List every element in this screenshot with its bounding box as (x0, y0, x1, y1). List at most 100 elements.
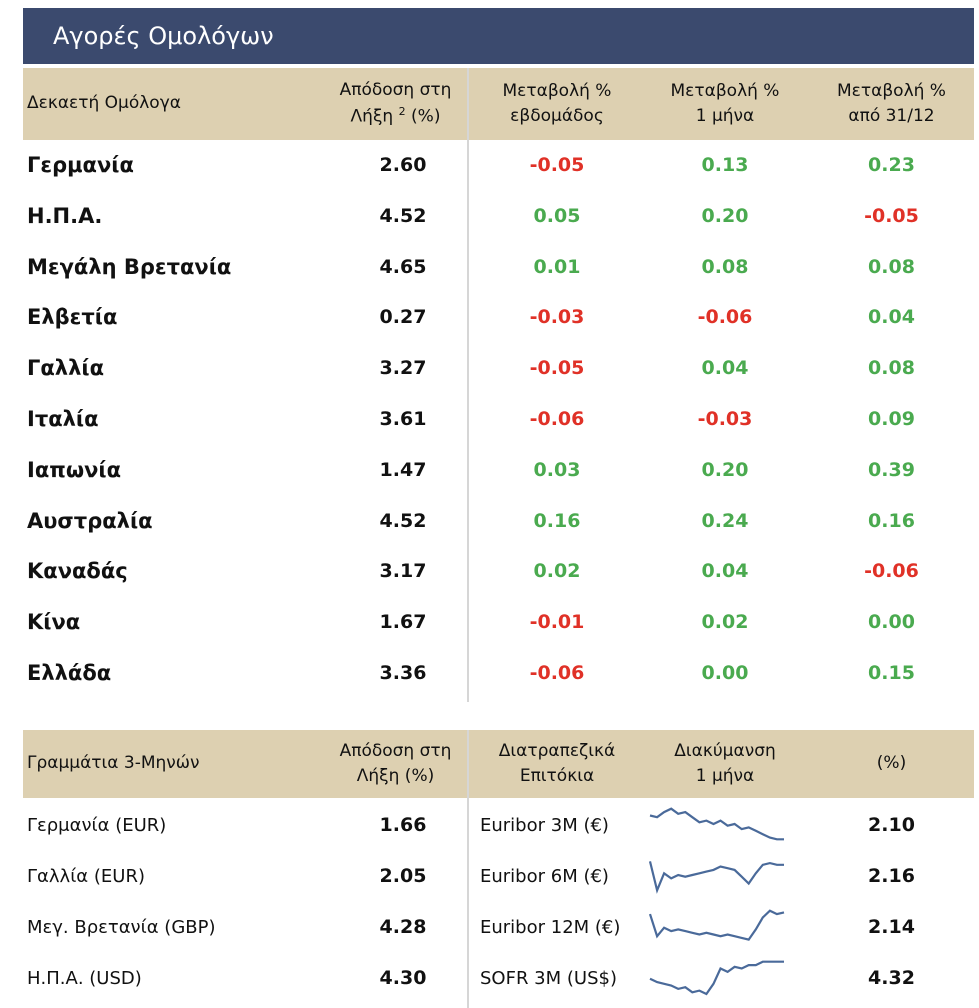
bonds-header-yield-maturity: Λήξη (350, 106, 394, 127)
bond-country: Ελβετία (27, 305, 118, 330)
bonds-header-ytd: Μεταβολή % από 31/12 (809, 68, 974, 140)
bonds-header-week-line1: Μεταβολή % (502, 80, 612, 101)
interbank-rate-name: Euribor 12M (€) (480, 916, 621, 938)
bond-yield: 4.52 (379, 204, 427, 227)
bonds-header-yield-unit: (%) (411, 106, 441, 127)
sparkline-series (649, 960, 784, 996)
bond-ytd-change: 0.16 (868, 509, 915, 532)
bond-week-change: -0.06 (529, 662, 585, 684)
bills-header: Γραμμάτια 3-Μηνών Απόδοση στη Λήξη (%) Δ… (23, 730, 974, 798)
bond-month-change: 0.13 (701, 154, 749, 176)
table-row: Αυστραλία 4.52 0.16 0.24 0.16 (23, 496, 974, 546)
bill-name: Η.Π.Α. (USD) (27, 967, 142, 989)
bond-ytd-change: -0.06 (864, 560, 919, 583)
bond-week-change: 0.16 (533, 509, 581, 532)
page-title: Αγορές Ομολόγων (23, 8, 974, 64)
bond-yield: 3.61 (379, 408, 427, 430)
bonds-header-month: Μεταβολή % 1 μήνα (641, 68, 809, 140)
table-row: Ιαπωνία 1.47 0.03 0.20 0.39 (23, 445, 974, 495)
bonds-header: Δεκαετή Ομόλογα Απόδοση στη Λήξη 2 (%) Μ… (23, 68, 974, 140)
bill-name: Γερμανία (EUR) (27, 814, 167, 836)
table-row: Γερμανία 2.60 -0.05 0.13 0.23 (23, 140, 974, 190)
bond-week-change: -0.06 (529, 408, 585, 430)
bills-header-yield-line2: Λήξη (%) (356, 766, 435, 786)
bond-month-change: 0.20 (701, 458, 749, 481)
table-row: Ελβετία 0.27 -0.03 -0.06 0.04 (23, 292, 974, 342)
bond-week-change: 0.02 (533, 560, 581, 583)
bond-month-change: -0.03 (697, 408, 753, 430)
interbank-rate-name: SOFR 3M (US$) (480, 967, 617, 989)
bond-yield: 3.17 (379, 560, 427, 583)
bonds-header-month-line2: 1 μήνα (695, 106, 755, 126)
bond-month-change: 0.00 (701, 662, 749, 684)
bonds-header-yield: Απόδοση στη Λήξη 2 (%) (308, 68, 483, 140)
sparkline-series (648, 861, 784, 894)
bond-ytd-change: 0.39 (868, 458, 915, 481)
bill-name: Μεγ. Βρετανία (GBP) (27, 916, 216, 938)
bills-header-fluctuation-line1: Διακύμανση (674, 740, 776, 761)
table-row: Ελλάδα 3.36 -0.06 0.00 0.15 (23, 648, 974, 698)
interbank-rate-value: 2.14 (868, 916, 915, 938)
bond-month-change: 0.08 (701, 255, 749, 278)
bond-yield: 0.27 (379, 306, 427, 329)
bond-country: Κίνα (27, 610, 81, 635)
table-row: Η.Π.Α. (USD) 4.30 SOFR 3M (US$) 4.32 (23, 953, 974, 1003)
bonds-header-week: Μεταβολή % εβδομάδος (473, 68, 641, 140)
bond-month-change: 0.04 (701, 560, 749, 583)
bond-country: Αυστραλία (27, 508, 153, 533)
sparkline-series (648, 909, 785, 941)
bills-header-yield: Απόδοση στη Λήξη (%) (308, 730, 483, 798)
bonds-header-col1: Δεκαετή Ομόλογα (27, 93, 181, 114)
interbank-rate-value: 2.10 (868, 814, 915, 836)
table-row: Κίνα 1.67 -0.01 0.02 0.00 (23, 597, 974, 647)
bond-ytd-change: 0.04 (868, 306, 915, 329)
sparkline-chart (649, 960, 784, 996)
sparkline-chart (648, 909, 785, 941)
bond-week-change: -0.05 (529, 357, 585, 380)
bond-yield: 3.27 (379, 357, 427, 380)
bonds-header-month-line1: Μεταβολή % (670, 80, 780, 101)
bond-month-change: -0.06 (697, 306, 753, 329)
bills-header-interbank-line2: Επιτόκια (519, 766, 595, 786)
table-row: Γαλλία 3.27 -0.05 0.04 0.08 (23, 343, 974, 393)
bond-country: Μεγάλη Βρετανία (27, 254, 232, 279)
bills-column-divider (467, 730, 469, 1008)
bond-ytd-change: 0.15 (868, 662, 915, 684)
interbank-rate-name: Euribor 3M (€) (480, 814, 609, 836)
table-row: Γαλλία (EUR) 2.05 Euribor 6M (€) 2.16 (23, 851, 974, 901)
bills-header-percent: (%) (876, 753, 907, 774)
bond-month-change: 0.04 (701, 357, 749, 380)
sparkline-chart (648, 861, 784, 894)
bond-ytd-change: -0.05 (864, 204, 919, 227)
bond-month-change: 0.02 (701, 611, 749, 634)
table-row: Ιταλία 3.61 -0.06 -0.03 0.09 (23, 394, 974, 444)
bond-yield: 2.60 (379, 154, 427, 176)
bond-yield: 1.67 (379, 611, 427, 634)
bonds-header-ytd-line2: από 31/12 (848, 106, 935, 126)
bills-header-fluctuation: Διακύμανση 1 μήνα (641, 730, 809, 798)
bond-country: Η.Π.Α. (27, 203, 103, 228)
bond-country: Γερμανία (27, 153, 134, 177)
bond-yield: 4.52 (379, 509, 427, 532)
bond-ytd-change: 0.23 (868, 154, 915, 176)
table-row: Μεγάλη Βρετανία 4.65 0.01 0.08 0.08 (23, 242, 974, 292)
bond-week-change: 0.03 (533, 458, 581, 481)
bond-yield: 3.36 (379, 662, 427, 684)
bonds-header-yield-line1: Απόδοση στη (339, 80, 452, 101)
bond-ytd-change: 0.09 (868, 408, 915, 430)
bill-yield: 1.66 (379, 814, 427, 836)
bonds-column-divider (467, 68, 469, 702)
bills-header-interbank: Διατραπεζικά Επιτόκια (473, 730, 641, 798)
bond-month-change: 0.24 (701, 509, 749, 532)
bonds-header-ytd-line1: Μεταβολή % (837, 80, 946, 101)
bills-header-interbank-line1: Διατραπεζικά (498, 740, 616, 761)
interbank-rate-value: 2.16 (868, 865, 915, 887)
bond-month-change: 0.20 (701, 204, 749, 227)
bond-week-change: -0.01 (529, 611, 585, 634)
table-row: Η.Π.Α. 4.52 0.05 0.20 -0.05 (23, 191, 974, 241)
bond-country: Ιαπωνία (27, 457, 122, 482)
bill-name: Γαλλία (EUR) (27, 865, 145, 887)
interbank-rate-value: 4.32 (868, 967, 915, 989)
bond-ytd-change: 0.00 (868, 611, 915, 634)
bond-yield: 1.47 (379, 458, 427, 481)
